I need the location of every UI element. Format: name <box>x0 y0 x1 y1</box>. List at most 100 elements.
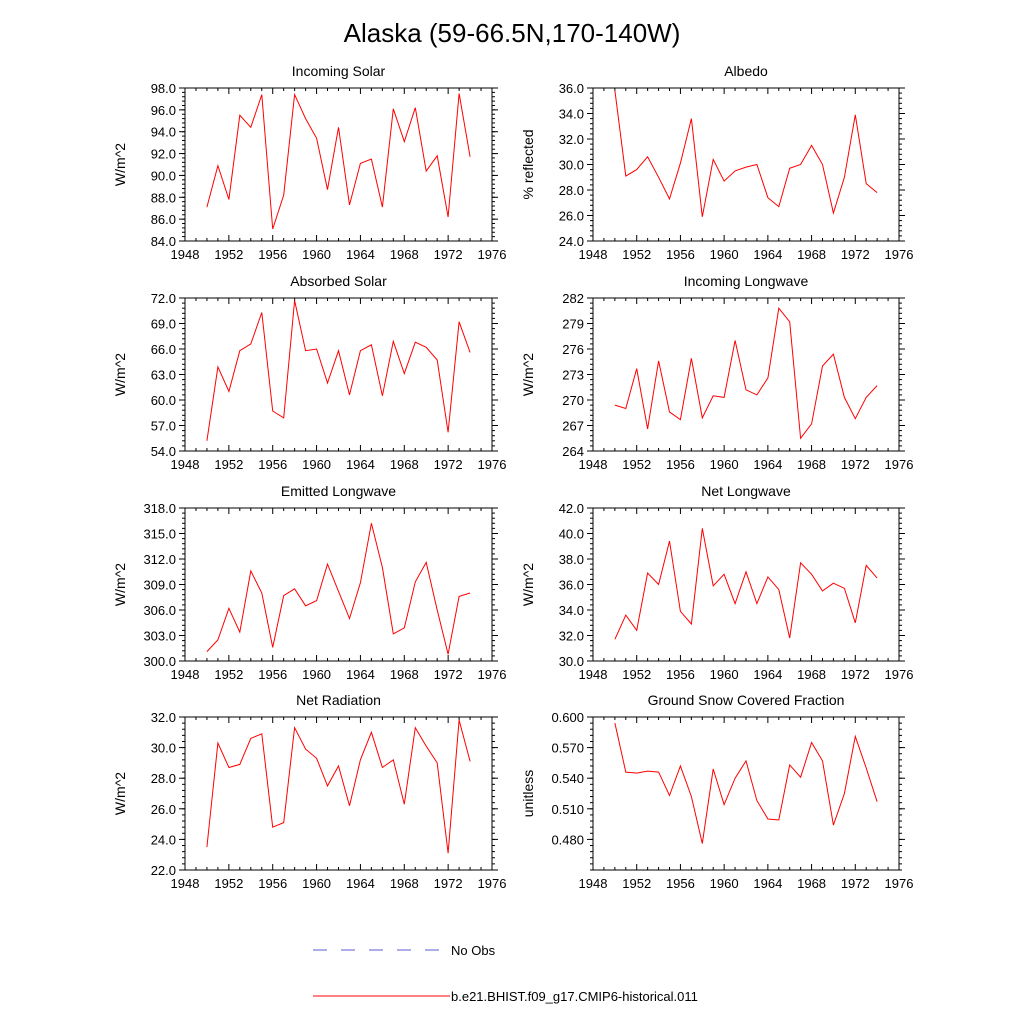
x-tick-label: 1948 <box>171 457 200 472</box>
x-tick-label: 1956 <box>258 667 287 682</box>
y-tick-label: 24.0 <box>151 832 176 847</box>
plot-frame <box>593 88 899 241</box>
y-tick-label: 88.0 <box>151 190 176 205</box>
x-tick-label: 1960 <box>302 667 331 682</box>
y-tick-label: 312.0 <box>143 552 176 567</box>
plot-frame <box>185 508 492 661</box>
x-tick-label: 1964 <box>753 667 782 682</box>
y-tick-label: 0.510 <box>551 802 584 817</box>
y-tick-label: 315.0 <box>143 527 176 542</box>
y-tick-label: 26.0 <box>151 802 176 817</box>
x-tick-label: 1972 <box>841 667 870 682</box>
x-tick-label: 1968 <box>797 247 826 262</box>
x-tick-label: 1972 <box>434 667 463 682</box>
y-tick-label: 90.0 <box>151 168 176 183</box>
x-tick-label: 1968 <box>390 457 419 472</box>
x-tick-label: 1960 <box>710 457 739 472</box>
x-tick-label: 1948 <box>579 667 608 682</box>
series-line-1 <box>615 723 877 843</box>
x-tick-label: 1976 <box>885 457 914 472</box>
series-line-1 <box>207 523 470 654</box>
x-tick-label: 1948 <box>171 876 200 891</box>
x-tick-label: 1960 <box>302 247 331 262</box>
y-tick-label: 32.0 <box>151 710 176 725</box>
y-tick-label: 86.0 <box>151 212 176 227</box>
x-tick-label: 1952 <box>214 876 243 891</box>
y-tick-label: 34.0 <box>559 603 584 618</box>
panel-title: Incoming Longwave <box>684 273 809 289</box>
x-tick-label: 1976 <box>478 876 507 891</box>
chart-panel-5: Emitted Longwave W/m^2 1948 1952 1956 1960 196… <box>112 483 506 682</box>
x-tick-label: 1956 <box>666 457 695 472</box>
panel-title: Net Longwave <box>701 483 791 499</box>
x-tick-label: 1948 <box>579 247 608 262</box>
y-tick-label: 309.0 <box>143 578 176 593</box>
y-tick-label: 28.0 <box>151 771 176 786</box>
x-tick-label: 1964 <box>753 247 782 262</box>
x-tick-label: 1964 <box>346 876 375 891</box>
plot-frame <box>593 508 899 661</box>
x-tick-label: 1964 <box>753 876 782 891</box>
y-axis-label: W/m^2 <box>112 143 128 186</box>
x-tick-label: 1956 <box>666 247 695 262</box>
y-tick-label: 34.0 <box>559 107 584 122</box>
y-tick-label: 273 <box>562 368 584 383</box>
y-axis-label: W/m^2 <box>520 563 536 606</box>
y-tick-label: 26.0 <box>559 209 584 224</box>
chart-panel-8: Ground Snow Covered Fractionunitless1948… <box>520 692 913 891</box>
y-tick-label: 24.0 <box>559 234 584 249</box>
x-tick-label: 1976 <box>478 457 507 472</box>
x-tick-label: 1964 <box>346 667 375 682</box>
y-tick-label: 98.0 <box>151 81 176 96</box>
x-tick-label: 1956 <box>666 876 695 891</box>
x-tick-label: 1972 <box>434 876 463 891</box>
x-tick-label: 1948 <box>579 457 608 472</box>
y-tick-label: 264 <box>562 444 584 459</box>
x-tick-label: 1952 <box>214 457 243 472</box>
x-tick-label: 1968 <box>390 247 419 262</box>
y-axis-label: W/m^2 <box>112 563 128 606</box>
y-tick-label: 0.480 <box>551 832 584 847</box>
y-tick-label: 54.0 <box>151 444 176 459</box>
x-tick-label: 1964 <box>346 457 375 472</box>
x-tick-label: 1952 <box>622 247 651 262</box>
x-tick-label: 1976 <box>478 247 507 262</box>
x-tick-label: 1948 <box>171 667 200 682</box>
x-tick-label: 1952 <box>214 667 243 682</box>
figure-title: Alaska (59-66.5N,170-140W) <box>344 18 681 48</box>
x-tick-label: 1968 <box>390 876 419 891</box>
y-tick-label: 282 <box>562 291 584 306</box>
x-tick-label: 1956 <box>666 667 695 682</box>
x-tick-label: 1956 <box>258 876 287 891</box>
panel-title: Net Radiation <box>296 692 381 708</box>
y-tick-label: 96.0 <box>151 103 176 118</box>
y-tick-label: 94.0 <box>151 125 176 140</box>
y-tick-label: 22.0 <box>151 863 176 878</box>
y-tick-label: 276 <box>562 342 584 357</box>
plot-frame <box>185 298 492 451</box>
y-tick-label: 279 <box>562 317 584 332</box>
plot-frame <box>185 717 492 870</box>
x-tick-label: 1968 <box>390 667 419 682</box>
series-line-1 <box>207 301 470 441</box>
y-tick-label: 32.0 <box>559 132 584 147</box>
x-tick-label: 1972 <box>841 876 870 891</box>
y-tick-label: 57.0 <box>151 419 176 434</box>
y-axis-label: % reflected <box>520 129 536 199</box>
series-line-1 <box>615 528 877 639</box>
x-tick-label: 1960 <box>710 876 739 891</box>
x-tick-label: 1976 <box>885 667 914 682</box>
y-tick-label: 30.0 <box>151 741 176 756</box>
panel-title: Emitted Longwave <box>281 483 396 499</box>
y-tick-label: 69.0 <box>151 317 176 332</box>
plot-frame <box>593 717 899 870</box>
y-tick-label: 32.0 <box>559 629 584 644</box>
y-tick-label: 300.0 <box>143 654 176 669</box>
x-tick-label: 1952 <box>214 247 243 262</box>
